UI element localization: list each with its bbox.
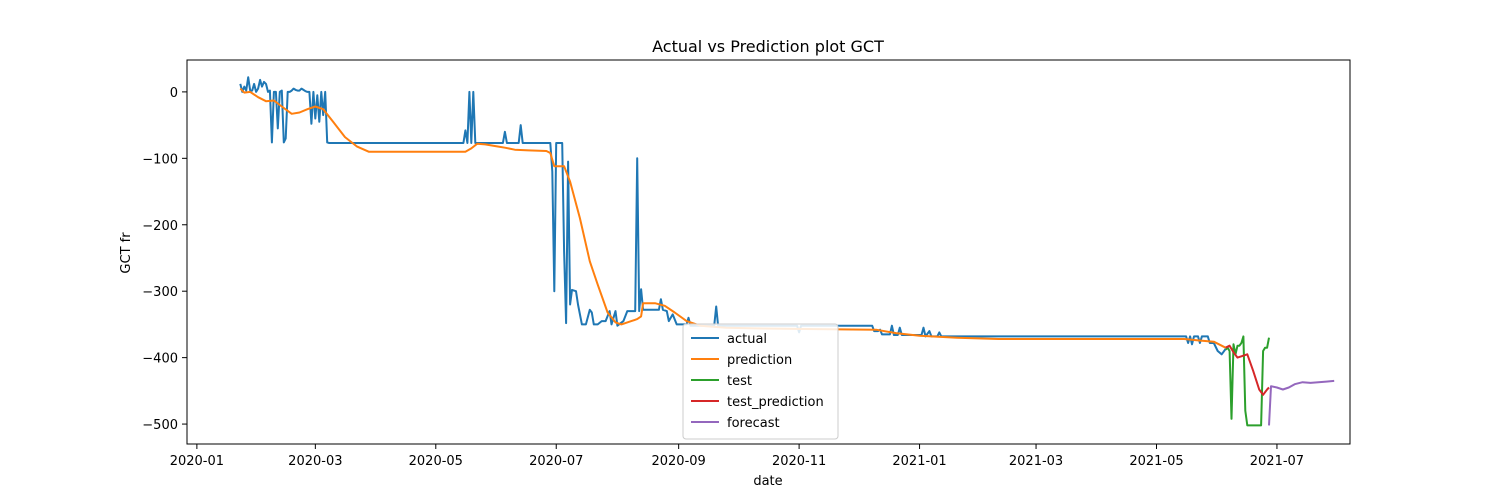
x-tick-label: 2021-03	[1009, 454, 1063, 469]
y-tick-label: −300	[142, 285, 178, 300]
y-axis-label: GCT fr	[119, 232, 134, 274]
y-tick-label: −100	[142, 152, 178, 167]
plot-frame	[186, 59, 1351, 445]
chart-title: Actual vs Prediction plot GCT	[652, 37, 884, 56]
x-tick-label: 2021-01	[892, 454, 946, 469]
legend-label-forecast: forecast	[727, 416, 780, 431]
x-tick-label: 2020-07	[529, 454, 583, 469]
series-line-actual	[239, 76, 1227, 356]
y-tick-label: −200	[142, 219, 178, 234]
legend-label-test-prediction: test_prediction	[727, 395, 824, 410]
legend-box	[682, 323, 839, 440]
x-tick-label: 2021-05	[1129, 454, 1183, 469]
x-tick-label: 2020-09	[651, 454, 705, 469]
legend-label-prediction: prediction	[727, 353, 792, 368]
legend-label-actual: actual	[727, 332, 767, 347]
y-tick-label: −500	[142, 418, 178, 433]
x-tick-label: 2020-05	[409, 454, 463, 469]
y-tick-label: −400	[142, 352, 178, 367]
y-axis: 0 −100 −200 −300 −400 −500	[142, 86, 187, 433]
legend: actual prediction test test_predictionforec…	[682, 323, 839, 440]
x-tick-label: 2020-11	[772, 454, 826, 469]
legend-label-test: test	[727, 374, 752, 389]
y-tick-label: 0	[170, 86, 178, 101]
x-axis: 2020-01 2020-03 2020-05 2020-07 2020-09 2020-…	[170, 444, 1304, 469]
x-tick-label: 2020-03	[288, 454, 342, 469]
series-line-forecast	[1268, 379, 1335, 426]
series-line-test	[1224, 335, 1270, 427]
x-tick-label: 2021-07	[1250, 454, 1304, 469]
x-axis-label: date	[753, 474, 782, 489]
series-line-test-prediction	[1225, 344, 1270, 396]
x-tick-label: 2020-01	[170, 454, 224, 469]
